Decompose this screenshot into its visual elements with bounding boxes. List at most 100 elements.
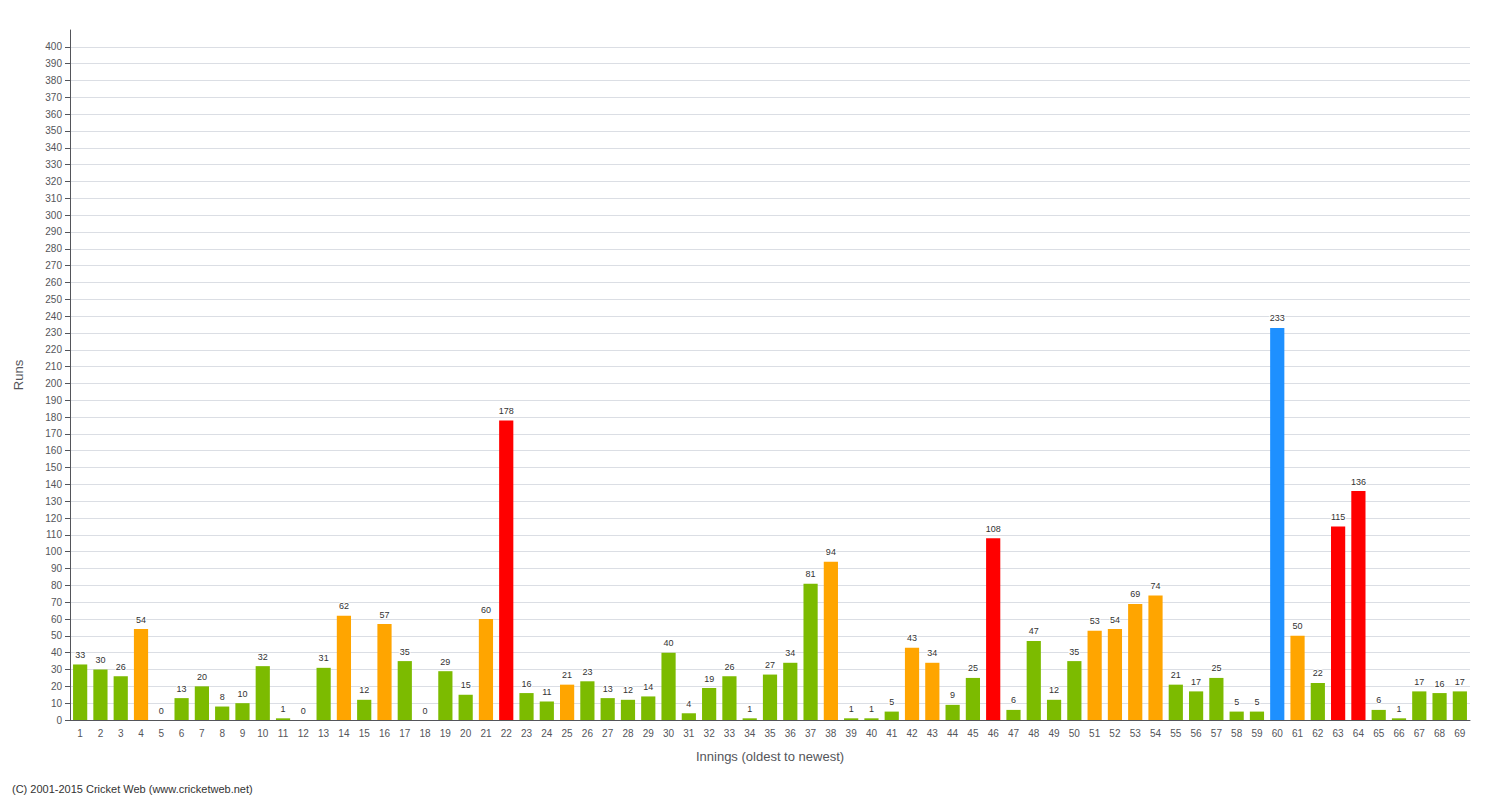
svg-text:54: 54 [1150,728,1162,739]
svg-text:59: 59 [1251,728,1263,739]
svg-text:5: 5 [1234,697,1239,707]
svg-text:10: 10 [51,698,63,709]
svg-text:180: 180 [45,412,62,423]
svg-text:20: 20 [197,672,207,682]
svg-text:310: 310 [45,193,62,204]
svg-text:60: 60 [1272,728,1284,739]
svg-text:6: 6 [179,728,185,739]
svg-text:29: 29 [643,728,655,739]
svg-text:17: 17 [399,728,411,739]
svg-text:140: 140 [45,479,62,490]
svg-text:27: 27 [765,660,775,670]
svg-text:11: 11 [278,728,289,739]
svg-text:6: 6 [1011,695,1016,705]
svg-text:23: 23 [582,667,592,677]
svg-text:43: 43 [927,728,939,739]
svg-text:47: 47 [1008,728,1020,739]
svg-text:115: 115 [1331,512,1345,522]
svg-text:54: 54 [1110,615,1120,625]
svg-text:47: 47 [1029,626,1039,636]
svg-text:120: 120 [45,513,62,524]
svg-text:11: 11 [542,687,551,697]
svg-text:41: 41 [886,728,898,739]
svg-text:320: 320 [45,176,62,187]
svg-text:178: 178 [499,406,514,416]
svg-text:13: 13 [318,728,330,739]
svg-text:5: 5 [159,728,165,739]
svg-text:31: 31 [319,653,329,663]
svg-text:240: 240 [45,311,62,322]
svg-text:61: 61 [1292,728,1304,739]
svg-text:280: 280 [45,243,62,254]
svg-text:220: 220 [45,344,62,355]
svg-text:12: 12 [298,728,310,739]
svg-text:48: 48 [1028,728,1040,739]
svg-text:300: 300 [45,210,62,221]
svg-text:53: 53 [1090,616,1100,626]
svg-text:1: 1 [281,704,286,714]
svg-text:38: 38 [825,728,837,739]
svg-text:21: 21 [480,728,492,739]
svg-text:54: 54 [136,615,146,625]
svg-text:63: 63 [1333,728,1345,739]
svg-text:8: 8 [219,728,225,739]
svg-text:45: 45 [967,728,979,739]
svg-text:290: 290 [45,226,62,237]
svg-text:(C) 2001-2015 Cricket Web (www: (C) 2001-2015 Cricket Web (www.cricketwe… [12,783,253,795]
svg-text:23: 23 [521,728,533,739]
svg-text:37: 37 [805,728,817,739]
svg-text:35: 35 [400,647,410,657]
svg-text:1: 1 [77,728,83,739]
svg-text:17: 17 [1455,677,1465,687]
svg-text:53: 53 [1130,728,1142,739]
svg-text:69: 69 [1130,589,1140,599]
svg-text:70: 70 [51,597,63,608]
svg-text:33: 33 [724,728,736,739]
svg-text:130: 130 [45,496,62,507]
svg-text:110: 110 [46,529,62,540]
svg-text:22: 22 [501,728,513,739]
svg-text:6: 6 [1376,695,1381,705]
svg-text:390: 390 [45,58,62,69]
svg-text:29: 29 [440,657,450,667]
svg-text:8: 8 [220,692,225,702]
svg-text:14: 14 [643,682,653,692]
svg-text:26: 26 [582,728,594,739]
svg-text:13: 13 [603,684,613,694]
svg-text:26: 26 [724,662,734,672]
svg-text:50: 50 [1293,621,1303,631]
svg-text:136: 136 [1351,477,1366,487]
svg-text:21: 21 [562,670,572,680]
svg-text:13: 13 [177,684,187,694]
svg-text:108: 108 [986,524,1001,534]
svg-text:1: 1 [747,704,752,714]
svg-text:4: 4 [138,728,144,739]
svg-text:9: 9 [240,728,246,739]
svg-text:81: 81 [806,569,816,579]
svg-text:26: 26 [116,662,126,672]
svg-text:36: 36 [785,728,797,739]
svg-text:250: 250 [45,294,62,305]
svg-text:230: 230 [45,327,62,338]
svg-text:25: 25 [562,728,574,739]
svg-text:17: 17 [1414,677,1424,687]
svg-text:25: 25 [968,663,978,673]
svg-text:17: 17 [1191,677,1201,687]
svg-text:260: 260 [45,277,62,288]
svg-text:1: 1 [1396,704,1401,714]
svg-text:5: 5 [1254,697,1259,707]
svg-text:40: 40 [664,638,674,648]
svg-text:7: 7 [199,728,205,739]
svg-text:2: 2 [98,728,104,739]
svg-text:19: 19 [440,728,452,739]
svg-text:94: 94 [826,547,836,557]
svg-text:360: 360 [45,109,62,120]
svg-text:170: 170 [45,428,62,439]
svg-text:1: 1 [869,704,874,714]
svg-text:80: 80 [51,580,63,591]
svg-text:67: 67 [1414,728,1426,739]
svg-text:40: 40 [866,728,878,739]
svg-text:330: 330 [45,159,62,170]
svg-text:9: 9 [950,690,955,700]
svg-text:20: 20 [51,681,63,692]
